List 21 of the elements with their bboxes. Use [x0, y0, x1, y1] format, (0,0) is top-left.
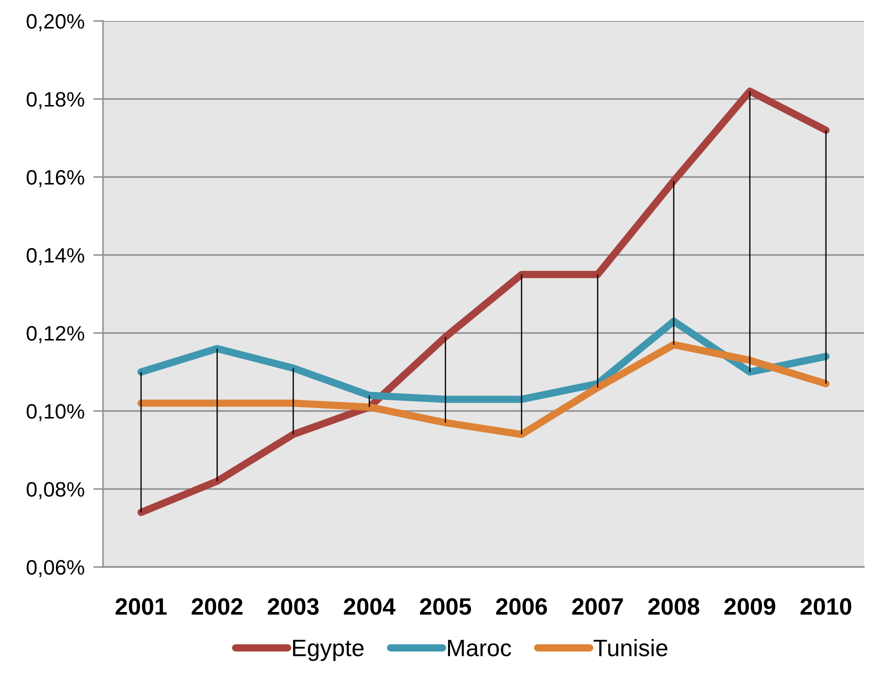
x-tick-label: 2008: [648, 598, 700, 615]
y-tick-label: 0,06%: [26, 560, 84, 578]
y-tick-label: 0,16%: [26, 170, 84, 188]
x-tick-label: 2002: [192, 598, 242, 615]
y-tick-label: 0,12%: [26, 326, 84, 344]
legend-label: Tunisie: [594, 638, 668, 656]
y-tick-label: 0,20%: [26, 14, 84, 32]
x-tick-label: 2007: [572, 598, 623, 615]
legend-label: Egypte: [293, 640, 364, 662]
y-tick-label: 0,18%: [26, 92, 84, 110]
legend-label: Maroc: [448, 640, 512, 656]
y-tick-label: 0,08%: [26, 482, 84, 500]
x-tick-label: 2006: [496, 598, 547, 615]
x-tick-label: 2004: [344, 598, 396, 615]
x-tick-label: 2009: [724, 598, 776, 615]
x-tick-label: 2003: [268, 598, 319, 615]
y-tick-label: 0,10%: [26, 404, 84, 422]
x-tick-label: 2001: [116, 598, 167, 615]
x-tick-label: 2005: [420, 598, 472, 615]
x-tick-label: 2010: [800, 598, 852, 615]
y-tick-label: 0,14%: [26, 248, 84, 266]
